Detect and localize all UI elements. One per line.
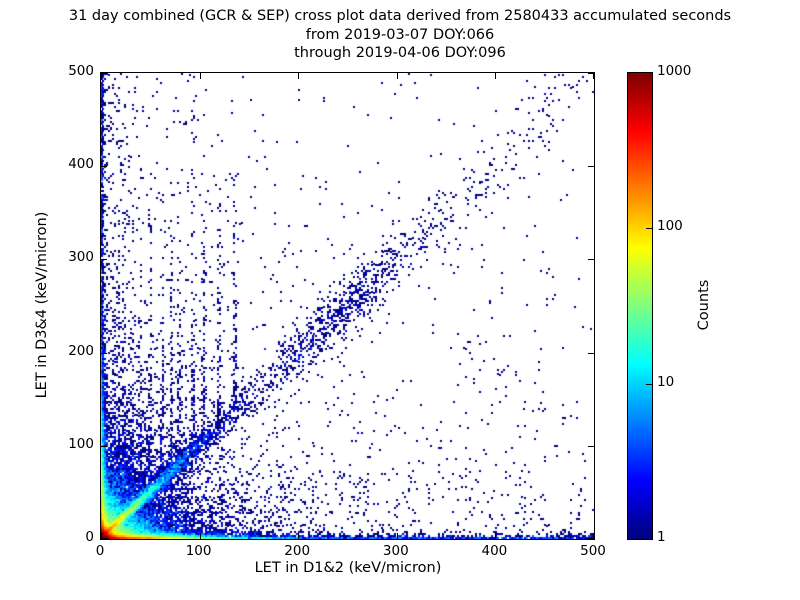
y-tick-label: 100 xyxy=(68,435,94,452)
y-tick-label: 0 xyxy=(85,529,94,545)
y-tick-mark xyxy=(101,166,107,168)
colorbar-tick-mark xyxy=(646,383,652,385)
x-tick-label: 200 xyxy=(284,543,311,559)
y-tick-mark xyxy=(101,259,107,261)
x-tick-mark xyxy=(199,533,201,539)
x-tick-label: 300 xyxy=(382,543,409,559)
y-tick-label: 500 xyxy=(68,63,94,79)
x-tick-label: 100 xyxy=(185,543,212,559)
x-tick-mark xyxy=(593,533,594,539)
title-line-2: from 2019-03-07 DOY:066 xyxy=(305,26,495,43)
colorbar-label: Counts xyxy=(696,279,712,331)
y-tick-mark xyxy=(588,352,594,354)
y-tick-mark xyxy=(588,166,594,168)
x-tick-label: 0 xyxy=(95,543,105,559)
y-tick-mark xyxy=(101,352,107,354)
y-tick-mark xyxy=(101,538,107,539)
y-tick-label: 200 xyxy=(68,342,94,359)
x-axis-label: LET in D1&2 (keV/micron) xyxy=(254,560,442,576)
x-tick-mark xyxy=(199,73,201,79)
colorbar-tick-label: 1 xyxy=(657,529,666,545)
y-tick-mark xyxy=(101,445,107,447)
x-tick-mark xyxy=(396,533,398,539)
chart-title: 31 day combined (GCR & SEP) cross plot d… xyxy=(0,7,800,63)
colorbar-tick-mark xyxy=(646,228,652,230)
colorbar-tick-label: 1000 xyxy=(657,63,692,79)
title-line-3: through 2019-04-06 DOY:096 xyxy=(294,45,506,61)
colorbar-gradient xyxy=(628,73,652,539)
x-tick-mark xyxy=(298,73,300,79)
x-tick-mark xyxy=(495,533,497,539)
y-tick-mark xyxy=(101,73,107,74)
colorbar-tick-label: 100 xyxy=(657,218,683,235)
scatter-canvas xyxy=(101,73,594,539)
plot-area xyxy=(100,72,595,540)
x-tick-label: 500 xyxy=(580,543,606,559)
y-tick-mark xyxy=(588,538,594,539)
y-axis-label: LET in D3&4 (keV/micron) xyxy=(34,211,50,399)
x-tick-mark xyxy=(396,73,398,79)
y-tick-mark xyxy=(588,73,594,74)
y-tick-mark xyxy=(588,445,594,447)
title-line-1: 31 day combined (GCR & SEP) cross plot d… xyxy=(68,8,732,24)
x-tick-label: 400 xyxy=(481,543,508,559)
colorbar xyxy=(627,72,653,540)
x-tick-mark xyxy=(593,73,594,79)
x-tick-mark xyxy=(298,533,300,539)
x-tick-mark xyxy=(101,533,102,539)
y-tick-mark xyxy=(588,259,594,261)
colorbar-tick-label: 10 xyxy=(657,373,675,390)
x-tick-mark xyxy=(101,73,102,79)
y-tick-label: 400 xyxy=(68,156,94,173)
x-tick-mark xyxy=(495,73,497,79)
y-tick-label: 300 xyxy=(68,249,94,266)
